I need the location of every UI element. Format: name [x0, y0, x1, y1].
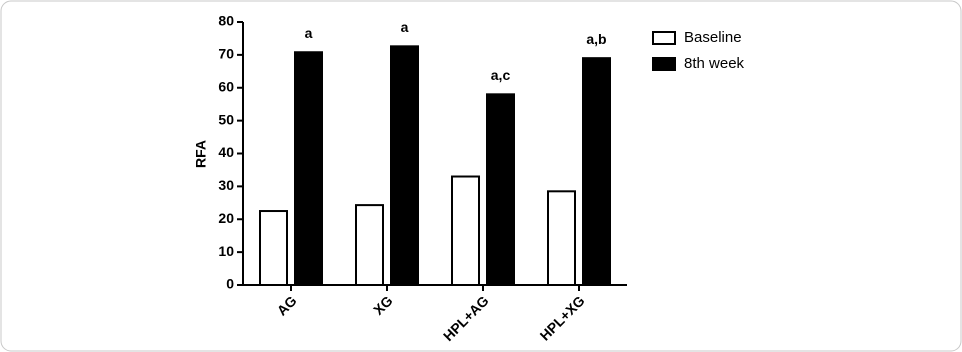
- y-tick-label: 60: [218, 78, 234, 94]
- legend-label: 8th week: [684, 55, 745, 72]
- y-axis-label: RFA: [193, 140, 209, 168]
- bar: [451, 175, 480, 286]
- bar: [294, 51, 323, 287]
- x-tick-label: HPL+XG: [537, 292, 588, 343]
- bar: [355, 204, 384, 287]
- annotation: a,b: [586, 31, 606, 47]
- y-tick-label: 20: [218, 210, 234, 226]
- bar: [547, 190, 576, 286]
- annotation: a,c: [491, 67, 511, 83]
- x-tick-label: HPL+AG: [440, 292, 492, 344]
- x-tick-label: XG: [370, 292, 396, 318]
- y-tick-label: 80: [218, 13, 234, 29]
- y-tick-label: 30: [218, 177, 234, 193]
- bar: [390, 45, 419, 286]
- legend-swatch: [652, 31, 676, 45]
- y-tick-label: 70: [218, 46, 234, 62]
- legend-label: Baseline: [684, 29, 742, 46]
- annotation: a: [401, 19, 409, 35]
- bar: [486, 93, 515, 286]
- legend-swatch: [652, 57, 676, 71]
- y-tick-label: 50: [218, 111, 234, 127]
- y-tick-label: 10: [218, 243, 234, 259]
- y-tick-label: 40: [218, 144, 234, 160]
- bar: [259, 210, 288, 286]
- bar: [582, 57, 611, 286]
- annotation: a: [305, 25, 313, 41]
- x-tick-label: AG: [274, 292, 300, 318]
- y-tick-label: 0: [226, 276, 234, 292]
